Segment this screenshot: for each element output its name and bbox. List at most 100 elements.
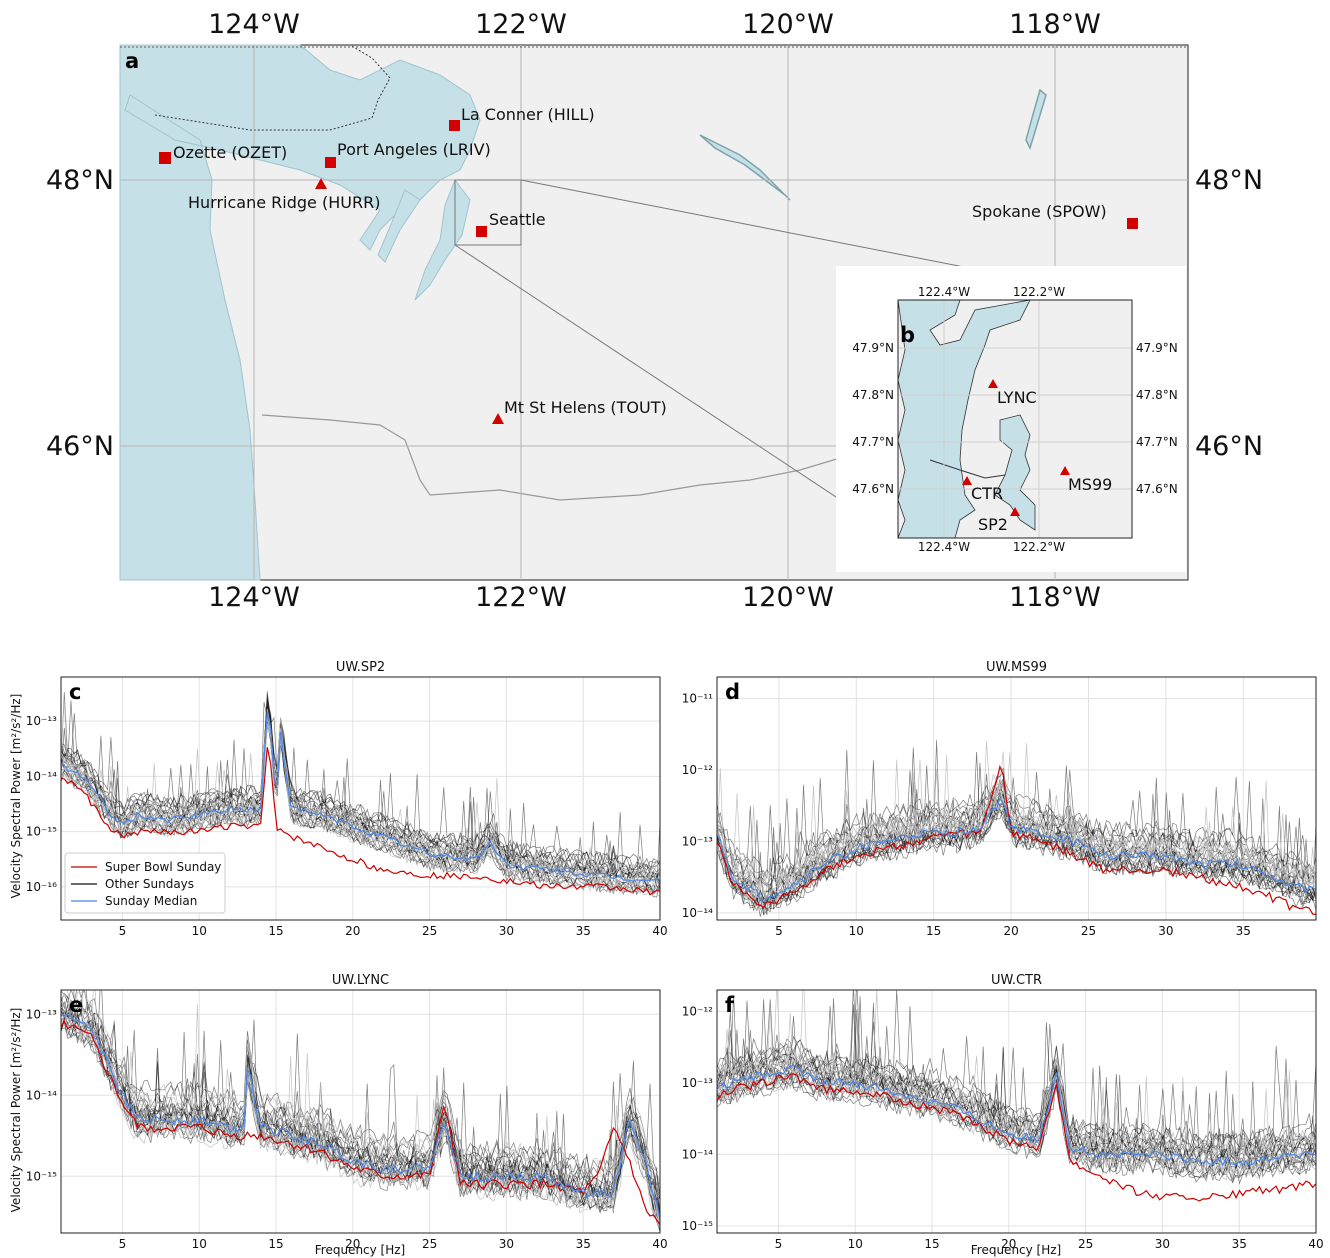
legend-label: Super Bowl Sunday (105, 860, 221, 874)
b-lon-bottom-1: 122.2°W (1013, 540, 1065, 554)
other-sunday-line (717, 767, 1316, 879)
map-b: b 122.4°W 122.2°W 122.4°W 122.2°W 47.9°N… (836, 266, 1186, 572)
station-marker-hill (449, 120, 460, 131)
x-tick-label: 20 (1001, 1237, 1016, 1251)
sunday-median-line (61, 712, 660, 885)
panel-title: UW.MS99 (986, 660, 1047, 675)
station-label-hill: La Conner (HILL) (461, 105, 595, 124)
station-marker-spow (1127, 218, 1138, 229)
other-sunday-line (717, 1061, 1316, 1183)
b-lat-right-2: 47.7°N (1136, 435, 1178, 449)
lake-roosevelt (1025, 88, 1047, 151)
panel-label: c (69, 680, 81, 704)
lon-top-2: 120°W (742, 9, 834, 40)
other-sunday-line (61, 697, 660, 872)
other-sunday-line (61, 992, 660, 1200)
x-tick-label: 15 (924, 1237, 939, 1251)
panel-c: 5 10 15 20 25 30 35 40 10⁻¹³ 10⁻¹⁴ 10⁻¹⁵ 10⁻¹⁶ UW.SP… (26, 660, 668, 938)
x-tick-label: 10 (192, 924, 207, 938)
station-marker-ms99 (1060, 466, 1070, 475)
x-tick-label: 25 (1081, 924, 1096, 938)
station-marker-lriv (325, 157, 336, 168)
x-tick-label: 20 (345, 1237, 360, 1251)
inset-connector-bottom (454, 244, 899, 539)
x-tick-label: 30 (1158, 924, 1173, 938)
plot-frame (60, 676, 661, 921)
station-marker-lync (988, 379, 998, 388)
other-sunday-line (61, 990, 660, 1226)
panel-label-a: a (125, 49, 139, 73)
b-lon-top-1: 122.2°W (1013, 285, 1065, 299)
x-tick-label: 25 (422, 1237, 437, 1251)
x-tick-label: 5 (775, 1237, 783, 1251)
x-tick-label: 30 (499, 1237, 514, 1251)
other-sunday-line (61, 693, 660, 871)
super-bowl-sunday-line (61, 1019, 660, 1225)
legend-label: Other Sundays (105, 877, 194, 891)
super-bowl-sunday-line (61, 747, 660, 896)
b-lat-right-1: 47.8°N (1136, 388, 1178, 402)
b-lat-left-2: 47.7°N (852, 435, 894, 449)
map-b-frame (897, 299, 1133, 539)
lat-left-0: 48°N (46, 165, 114, 196)
y-tick-label: 10⁻¹⁴ (682, 906, 713, 920)
other-sunday-line (61, 699, 660, 880)
panel-label: d (725, 680, 740, 704)
x-tick-label: 35 (1236, 924, 1251, 938)
y-tick-label: 10⁻¹⁵ (682, 1219, 713, 1233)
sunday-median-line (717, 1064, 1316, 1167)
panel-title: UW.LYNC (332, 973, 389, 988)
station-label-lync: LYNC (997, 388, 1037, 407)
other-sunday-line (717, 781, 1316, 915)
series-group (717, 990, 1316, 1202)
y-axis-label-c: Velocity Spectral Power [m²/s²/Hz] (9, 694, 23, 899)
ship-canal (929, 459, 1006, 479)
station-marker-seattle (476, 226, 487, 237)
lat-right-1: 46°N (1195, 431, 1263, 462)
puget-sound (414, 178, 471, 301)
station-label-spow: Spokane (SPOW) (972, 202, 1107, 221)
panel-e: 5 10 15 20 25 30 35 40 10⁻¹³ 10⁻¹⁴ 10⁻¹⁵ UW.LYNC e (26, 973, 668, 1251)
station-label-ozet: Ozette (OZET) (173, 143, 287, 162)
lon-bottom-1: 122°W (475, 582, 567, 613)
x-axis-label-e: Frequency [Hz] (315, 1243, 406, 1257)
x-tick-label: 40 (652, 924, 667, 938)
y-axis-label-e: Velocity Spectral Power [m²/s²/Hz] (9, 1008, 23, 1213)
station-marker-hurr (315, 178, 327, 189)
super-bowl-sunday-line (717, 764, 1316, 916)
other-sunday-line (61, 1008, 660, 1220)
x-tick-label: 30 (499, 924, 514, 938)
x-axis-label-f: Frequency [Hz] (971, 1243, 1062, 1257)
y-tick-label: 10⁻¹⁴ (26, 1088, 57, 1102)
b-lat-left-1: 47.8°N (852, 388, 894, 402)
other-sunday-line (717, 990, 1316, 1160)
other-sunday-line (61, 1012, 660, 1217)
panel-f: 5 10 15 20 25 30 35 40 10⁻¹² 10⁻¹³ 10⁻¹⁴ 10⁻¹⁵ UW.CT… (682, 973, 1324, 1251)
legend: Super Bowl Sunday Other Sundays Sunday Med… (64, 852, 226, 914)
x-tick-label: 35 (1232, 1237, 1247, 1251)
x-tick-label: 35 (576, 924, 591, 938)
plot-frame (716, 989, 1317, 1234)
other-sunday-line (717, 1000, 1316, 1164)
panel-title: UW.SP2 (336, 660, 385, 675)
series-group (61, 691, 660, 898)
other-sunday-line (717, 743, 1316, 896)
station-label-ctr: CTR (971, 484, 1003, 503)
x-tick-label: 25 (422, 924, 437, 938)
b-lat-right-3: 47.6°N (1136, 482, 1178, 496)
other-sunday-line (717, 772, 1316, 879)
inset-box (454, 179, 522, 246)
x-tick-label: 15 (926, 924, 941, 938)
x-tick-label: 35 (576, 1237, 591, 1251)
x-tick-label: 10 (192, 1237, 207, 1251)
station-marker-ctr (962, 476, 972, 485)
map-a: a 124°W 122°W 120°W 118°W 124°W 122°W 12… (46, 9, 1263, 613)
b-lat-right-0: 47.9°N (1136, 341, 1178, 355)
y-tick-label: 10⁻¹⁴ (26, 769, 57, 783)
x-tick-label: 40 (652, 1237, 667, 1251)
other-sunday-line (61, 990, 660, 1183)
panel-title: UW.CTR (991, 973, 1042, 988)
station-marker-tout (492, 413, 504, 424)
series-group (61, 990, 660, 1233)
station-label-hurr: Hurricane Ridge (HURR) (188, 193, 380, 212)
